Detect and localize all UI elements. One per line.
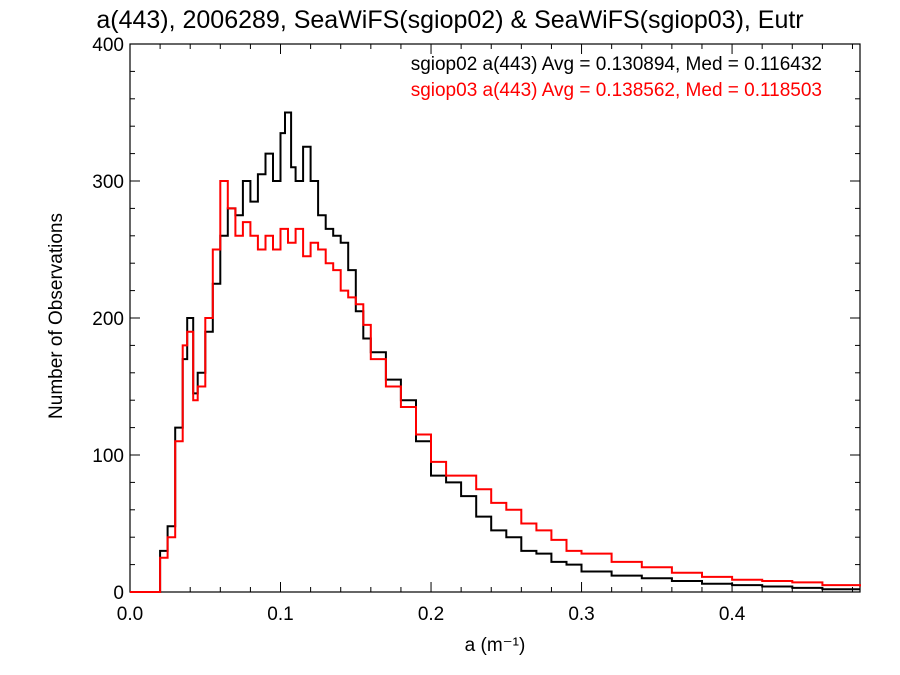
x-tick-label: 0.4 bbox=[719, 604, 746, 625]
legend-entry-sgiop03: sgiop03 a(443) Avg = 0.138562, Med = 0.1… bbox=[411, 80, 822, 101]
y-tick-label: 100 bbox=[92, 446, 124, 467]
y-tick-label: 400 bbox=[92, 35, 124, 56]
x-tick-label: 0.2 bbox=[418, 604, 444, 625]
series-sgiop03-line bbox=[130, 180, 861, 593]
legend-entry-sgiop02: sgiop02 a(443) Avg = 0.130894, Med = 0.1… bbox=[411, 54, 822, 75]
series-sgiop02-line bbox=[130, 111, 860, 593]
y-axis-ticks: 0 100 200 300 400 bbox=[92, 35, 860, 604]
y-axis-title: Number of Observations bbox=[46, 213, 67, 419]
series-layer bbox=[130, 111, 861, 593]
plot-frame bbox=[129, 43, 861, 593]
plot-border bbox=[129, 43, 861, 593]
y-tick-label: 200 bbox=[92, 309, 124, 330]
x-axis-title: a (m⁻¹) bbox=[465, 635, 526, 656]
x-tick-label: 0.1 bbox=[267, 604, 293, 625]
y-tick-label: 0 bbox=[113, 583, 124, 604]
chart-title: a(443), 2006289, SeaWiFS(sgiop02) & SeaW… bbox=[96, 6, 803, 34]
x-axis-ticks: 0.0 0.1 0.2 0.3 0.4 bbox=[117, 44, 853, 625]
y-tick-label: 300 bbox=[92, 172, 124, 193]
x-tick-label: 0.3 bbox=[568, 604, 594, 625]
x-tick-label: 0.0 bbox=[117, 604, 143, 625]
